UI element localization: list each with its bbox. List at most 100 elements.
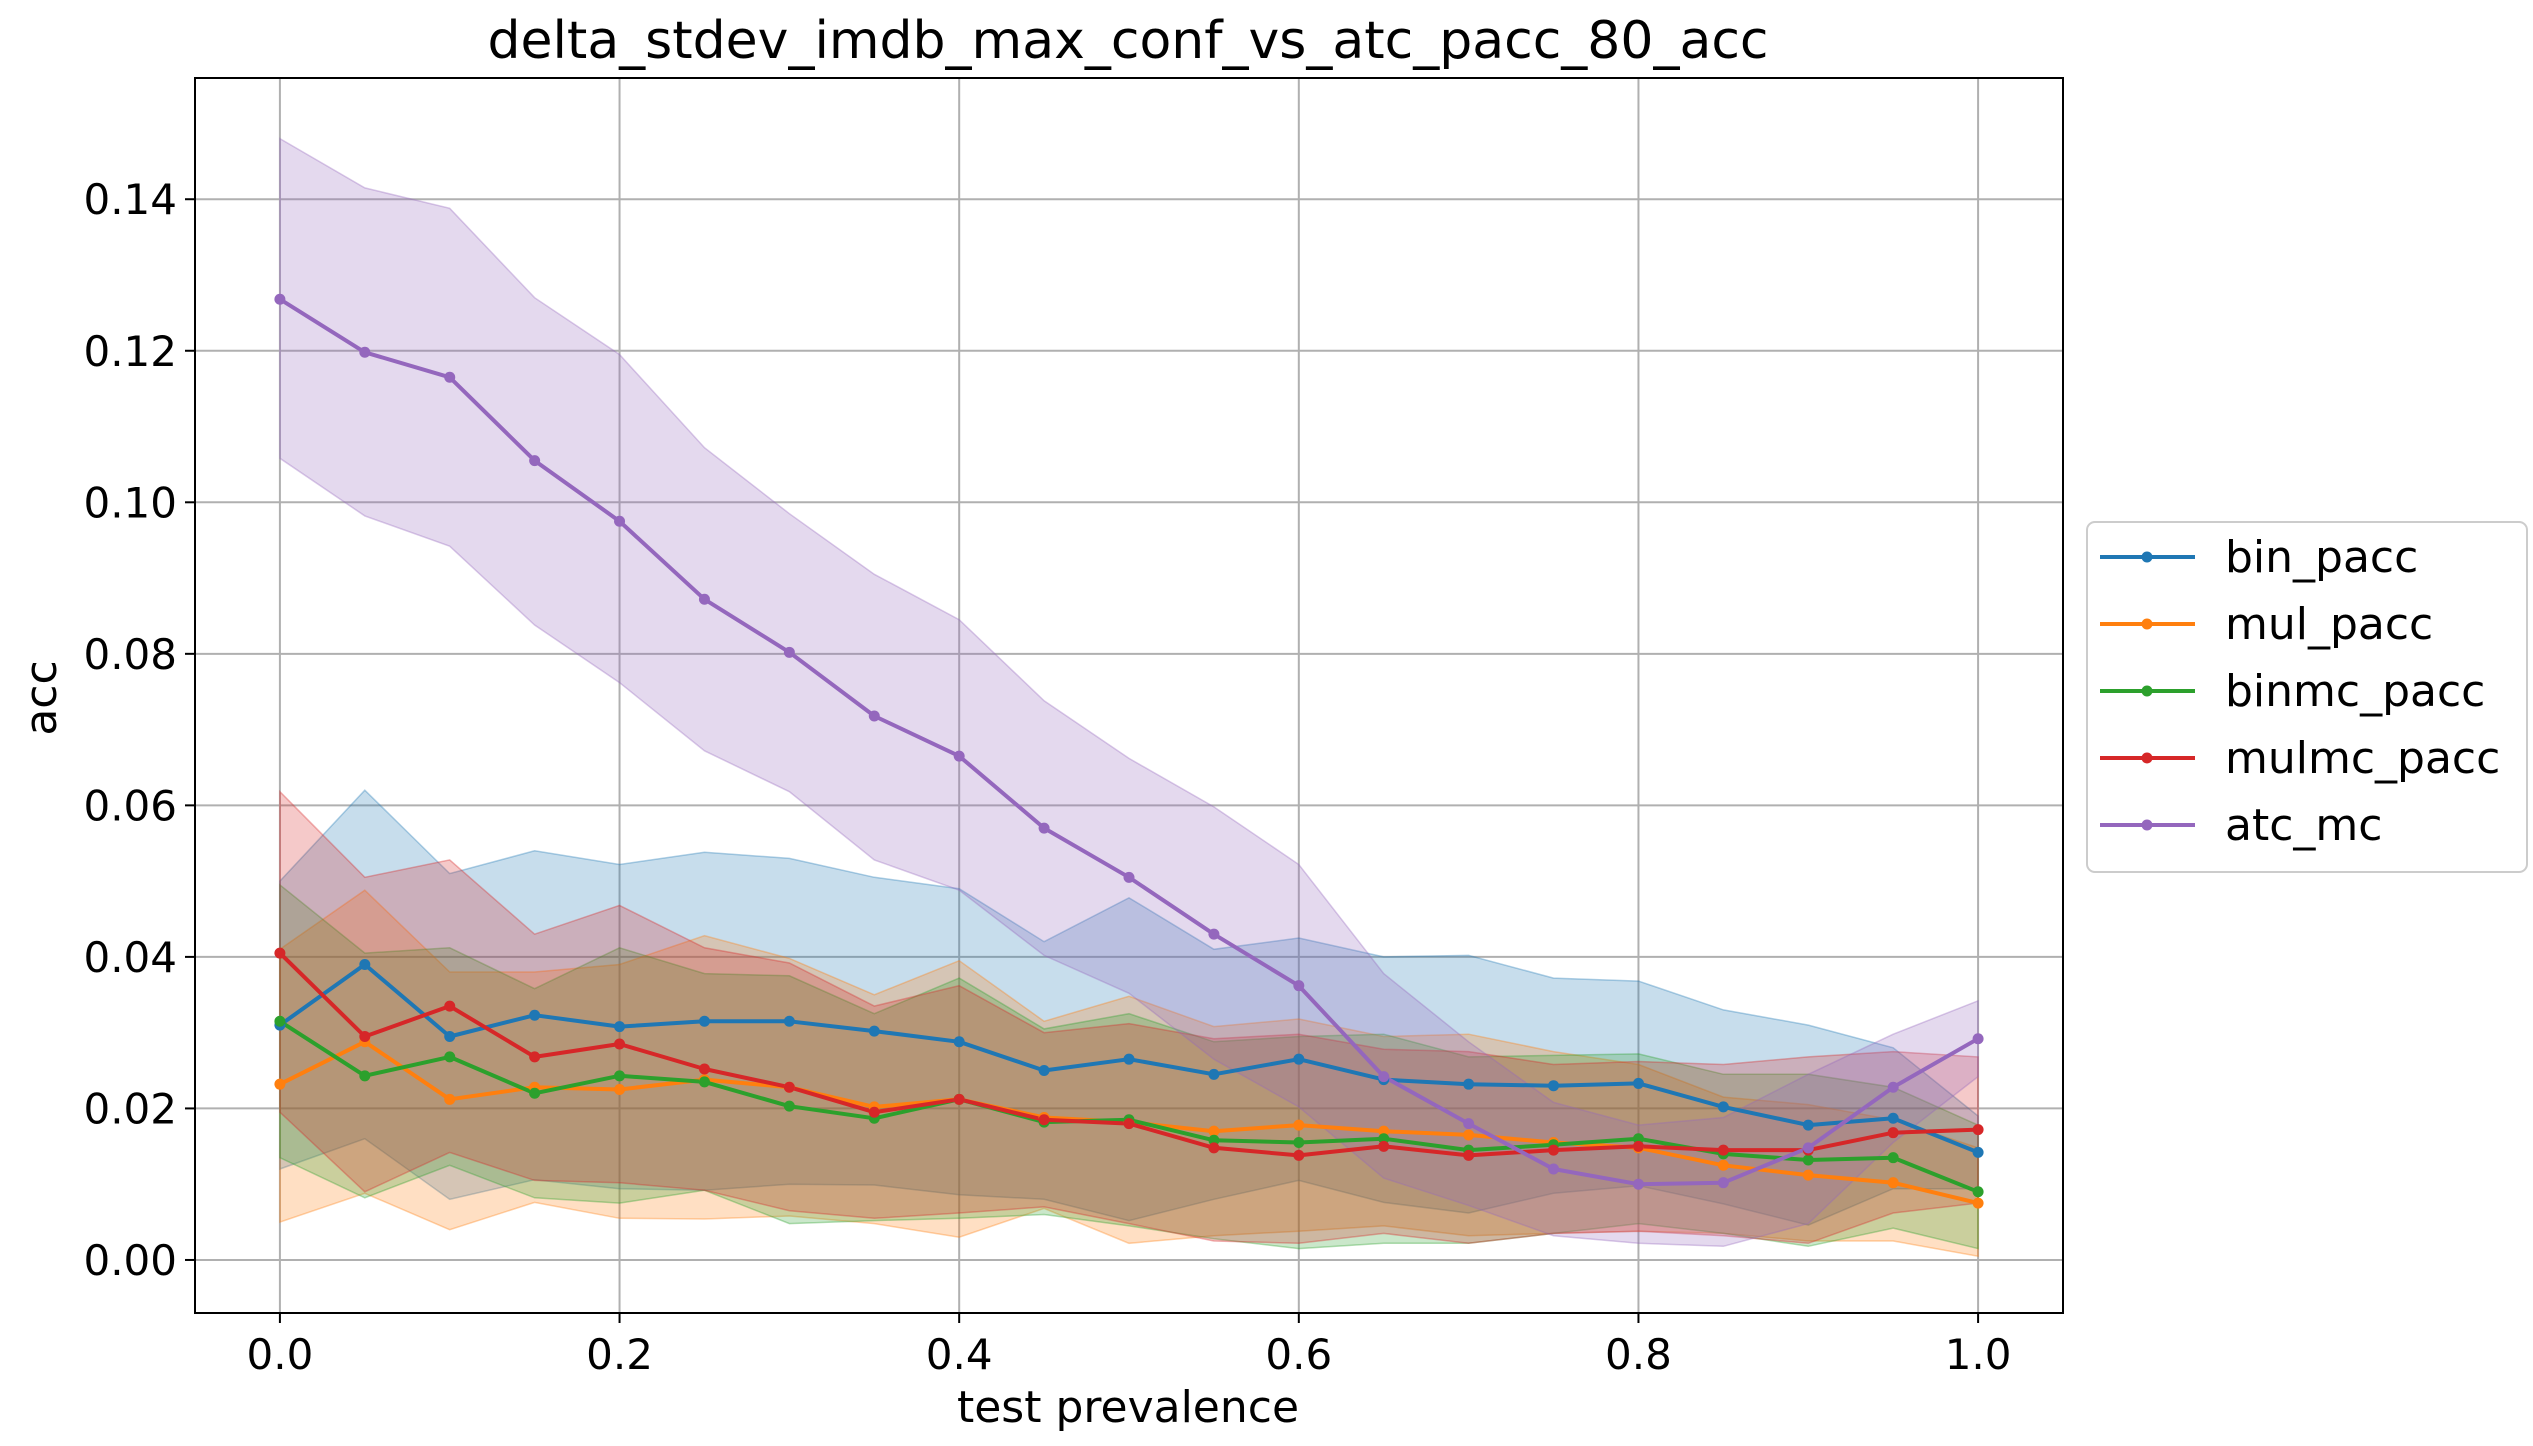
y-tick-label: 0.14 xyxy=(83,175,177,224)
y-tick-label: 0.12 xyxy=(83,327,177,376)
binmc_pacc-point xyxy=(783,1100,795,1112)
grid xyxy=(195,78,2063,1313)
legend-marker-mulmc_pacc xyxy=(2141,752,2153,764)
mul_pacc-point xyxy=(1208,1125,1220,1137)
plot-area xyxy=(195,78,2063,1313)
legend-label-binmc_pacc: binmc_pacc xyxy=(2225,666,2485,717)
atc_mc-point xyxy=(1802,1142,1814,1154)
mul_pacc-point xyxy=(444,1093,456,1105)
mulmc_pacc-point xyxy=(1972,1124,1984,1136)
mulmc_pacc-point xyxy=(1463,1149,1475,1161)
atc_mc-point xyxy=(1038,822,1050,834)
legend-marker-binmc_pacc xyxy=(2141,685,2153,697)
mulmc_pacc-point xyxy=(274,947,286,959)
binmc_pacc-point xyxy=(274,1015,286,1027)
bin_pacc-point xyxy=(1548,1080,1560,1092)
bin_pacc-point xyxy=(698,1015,710,1027)
bin_pacc-point xyxy=(1802,1119,1814,1131)
plot-frame xyxy=(194,77,2064,1314)
binmc_pacc-point xyxy=(698,1076,710,1088)
bin_pacc-point xyxy=(1038,1065,1050,1077)
atc_mc-point xyxy=(359,346,371,358)
atc_mc-point xyxy=(529,455,541,467)
bin_pacc-point xyxy=(868,1025,880,1037)
bin_pacc-point xyxy=(1208,1068,1220,1080)
bin_pacc-point xyxy=(359,958,371,970)
binmc_pacc-point xyxy=(1802,1154,1814,1166)
mulmc_pacc-point xyxy=(614,1038,626,1050)
x-tick-label: 0.0 xyxy=(247,1330,314,1379)
mulmc_pacc-point xyxy=(1123,1118,1135,1130)
y-tick-label: 0.06 xyxy=(83,781,177,830)
bin_pacc-point xyxy=(1887,1112,1899,1124)
atc_mc-point xyxy=(444,371,456,383)
atc_mc-point xyxy=(1208,928,1220,940)
legend-label-bin_pacc: bin_pacc xyxy=(2225,532,2418,583)
atc_mc-point xyxy=(1632,1178,1644,1190)
mulmc_pacc-point xyxy=(868,1106,880,1118)
mulmc_pacc-point xyxy=(698,1063,710,1075)
x-axis-label: test prevalence xyxy=(957,1382,1299,1433)
bin_pacc-point xyxy=(1293,1053,1305,1065)
mulmc_pacc-point xyxy=(1208,1142,1220,1154)
binmc_pacc-point xyxy=(1632,1133,1644,1145)
atc_mc-point xyxy=(953,750,965,762)
mul_pacc-point xyxy=(1378,1125,1390,1137)
x-tick-label: 0.8 xyxy=(1605,1330,1672,1379)
bin_pacc-point xyxy=(1972,1146,1984,1158)
bin_pacc-point xyxy=(1717,1101,1729,1113)
legend-marker-bin_pacc xyxy=(2141,551,2153,563)
atc_mc-point xyxy=(1887,1081,1899,1093)
mulmc_pacc-point xyxy=(1717,1144,1729,1156)
bin_pacc-point xyxy=(529,1009,541,1021)
atc_mc-point xyxy=(1972,1033,1984,1045)
legend: bin_pacc mul_pacc binmc_pacc mulmc_pacc atc_… xyxy=(2086,521,2528,873)
chart-title: delta_stdev_imdb_max_conf_vs_atc_pacc_80… xyxy=(487,11,1768,71)
mulmc_pacc-point xyxy=(1548,1144,1560,1156)
bin_pacc-point xyxy=(783,1015,795,1027)
atc_mc-point xyxy=(783,646,795,658)
legend-label-mul_pacc: mul_pacc xyxy=(2225,599,2433,650)
y-axis-label: acc xyxy=(16,660,67,735)
atc_mc-point xyxy=(1717,1177,1729,1189)
legend-marker-mul_pacc xyxy=(2141,618,2153,630)
y-tick-label: 0.00 xyxy=(83,1236,177,1285)
mulmc_pacc-point xyxy=(1378,1140,1390,1152)
mul_pacc-point xyxy=(1293,1119,1305,1131)
mulmc_pacc-point xyxy=(1632,1140,1644,1152)
confidence-bands xyxy=(279,137,1979,1258)
atc_mc-point xyxy=(274,293,286,305)
atc_mc-point xyxy=(1123,871,1135,883)
mulmc_pacc-point xyxy=(529,1051,541,1063)
legend-box xyxy=(2086,521,2528,873)
binmc_pacc-point xyxy=(444,1051,456,1063)
binmc_pacc-point xyxy=(614,1070,626,1082)
atc_mc-point xyxy=(698,593,710,605)
mul_pacc-point xyxy=(1802,1169,1814,1181)
mulmc_pacc-point xyxy=(359,1030,371,1042)
binmc_pacc-point xyxy=(1293,1137,1305,1149)
mul_pacc-point xyxy=(1972,1197,1984,1209)
mulmc_pacc-point xyxy=(953,1093,965,1105)
mulmc_pacc-point xyxy=(1038,1114,1050,1126)
bin_pacc-point xyxy=(444,1030,456,1042)
bin_pacc-point xyxy=(1463,1078,1475,1090)
bin_pacc-point xyxy=(614,1021,626,1033)
legend-marker-atc_mc xyxy=(2141,819,2153,831)
x-tick-label: 0.2 xyxy=(586,1330,653,1379)
bin_pacc-point xyxy=(953,1036,965,1048)
x-tick-label: 0.4 xyxy=(926,1330,993,1379)
mul_pacc-point xyxy=(274,1078,286,1090)
binmc_pacc-point xyxy=(1378,1133,1390,1145)
legend-label-atc_mc: atc_mc xyxy=(2225,800,2382,851)
binmc_pacc-point xyxy=(359,1070,371,1082)
x-axis: 0.0 0.2 0.4 0.6 0.8 1.0 xyxy=(247,1313,2011,1379)
binmc_pacc-point xyxy=(1208,1134,1220,1146)
atc_mc-point xyxy=(1548,1163,1560,1175)
y-tick-label: 0.10 xyxy=(83,478,177,527)
legend-label-mulmc_pacc: mulmc_pacc xyxy=(2225,733,2500,784)
bin_pacc-point xyxy=(1123,1053,1135,1065)
bin_pacc-point xyxy=(1632,1077,1644,1089)
y-tick-label: 0.02 xyxy=(83,1084,177,1133)
